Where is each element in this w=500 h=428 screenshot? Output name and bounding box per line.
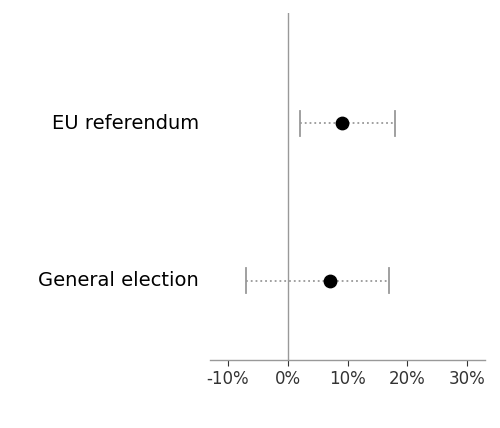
Text: General election: General election: [38, 271, 199, 290]
Point: [326, 277, 334, 284]
Text: EU referendum: EU referendum: [52, 114, 199, 133]
Point: [338, 120, 345, 127]
